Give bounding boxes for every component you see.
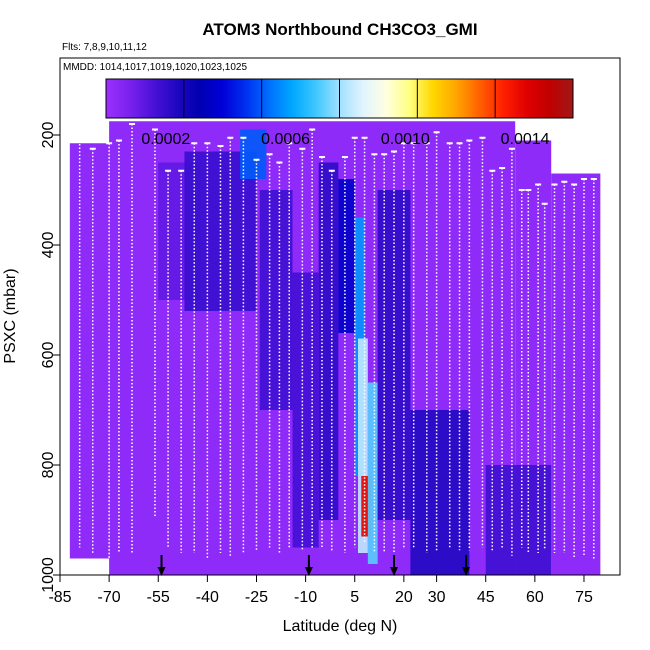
x-tick-label: 45 [477,589,495,606]
x-tick-label: 5 [350,589,359,606]
field-cell [485,465,552,575]
field-cell [361,476,372,537]
colorbar-tick-label: 0.0002 [141,131,190,148]
field-cell [292,272,319,548]
y-axis-label: PSXC (mbar) [2,268,19,363]
field-cell [358,338,368,553]
dates-label: MMDD: 1014,1017,1019,1020,1023,1025 [63,62,247,73]
chart-title: ATOM3 Northbound CH3CO3_GMI [202,20,477,39]
arrow-marker-head [390,567,399,576]
x-tick-label: -85 [48,589,71,606]
y-tick-label: 400 [40,232,57,259]
x-tick-label: -40 [196,589,219,606]
x-axis-label: Latitude (deg N) [283,618,398,635]
field-cell [338,179,355,333]
x-tick-label: 30 [428,589,446,606]
y-tick-label: 1000 [40,557,57,593]
arrow-marker-head [304,567,313,576]
colorbar-tick-label: 0.0014 [501,131,550,148]
arrow-marker-head [157,567,166,576]
plot-frame [59,57,621,576]
x-tick-label: -25 [245,589,268,606]
x-tick-label: -10 [294,589,317,606]
field-cell [318,162,339,520]
colorbar-tick-label: 0.0006 [261,131,310,148]
x-axis: -85 -70 -55 -40 -25 -10 5 20 30 45 60 75 [48,575,593,606]
colorbar-ticks: 0.0002 0.0006 0.0010 0.0014 [141,79,550,148]
field-cell [367,382,378,564]
flights-label: Flts: 7,8,9,10,11,12 [62,42,147,53]
x-tick-label: -55 [147,589,170,606]
field-cell [259,190,293,410]
field-cell [410,410,470,575]
x-tick-label: 75 [575,589,593,606]
colorbar-tick-label: 0.0010 [381,131,430,148]
y-axis: 200 400 600 800 1000 [40,122,60,593]
coverage-region [551,173,601,575]
x-tick-label: -70 [98,589,121,606]
y-tick-label: 600 [40,342,57,369]
arrow-marker-head [462,567,471,576]
y-tick-label: 800 [40,452,57,479]
x-tick-label: 60 [526,589,544,606]
coverage-region [69,143,110,559]
x-tick-label: 20 [395,589,413,606]
arrow-marker-layer [157,555,471,576]
flight-track-layer [76,123,597,559]
y-tick-label: 200 [40,122,57,149]
